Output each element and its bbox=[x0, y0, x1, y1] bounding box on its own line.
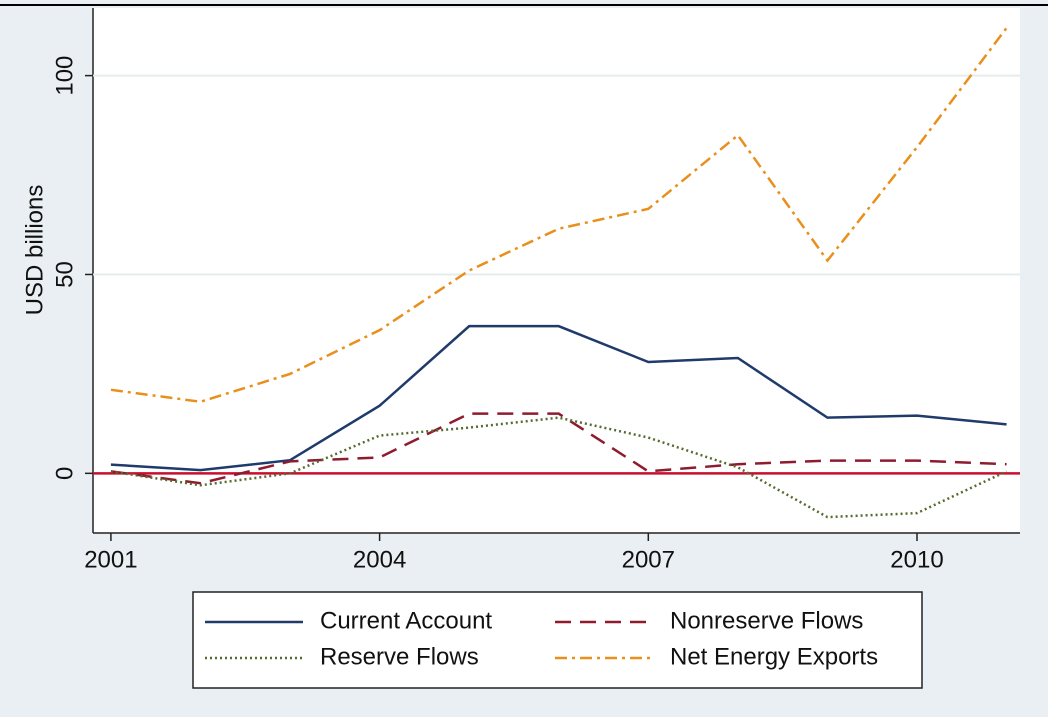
y-tick-label: 100 bbox=[51, 56, 78, 96]
legend-label: Current Account bbox=[320, 607, 492, 634]
legend-label: Nonreserve Flows bbox=[670, 607, 863, 634]
x-tick-label: 2004 bbox=[353, 546, 406, 573]
legend-label: Net Energy Exports bbox=[670, 643, 878, 670]
y-tick-label: 0 bbox=[51, 467, 78, 480]
series-line bbox=[110, 27, 1008, 404]
series-line bbox=[110, 416, 1008, 519]
y-axis-label: USD billions bbox=[21, 185, 48, 316]
x-tick-label: 2001 bbox=[84, 546, 137, 573]
series-line bbox=[110, 412, 1007, 485]
y-tick-label: 50 bbox=[51, 261, 78, 288]
legend bbox=[192, 591, 923, 689]
legend-label: Reserve Flows bbox=[320, 643, 479, 670]
x-tick-label: 2010 bbox=[890, 546, 943, 573]
series-line bbox=[110, 324, 1007, 472]
x-tick-label: 2007 bbox=[622, 546, 675, 573]
plot-area bbox=[93, 8, 1020, 533]
